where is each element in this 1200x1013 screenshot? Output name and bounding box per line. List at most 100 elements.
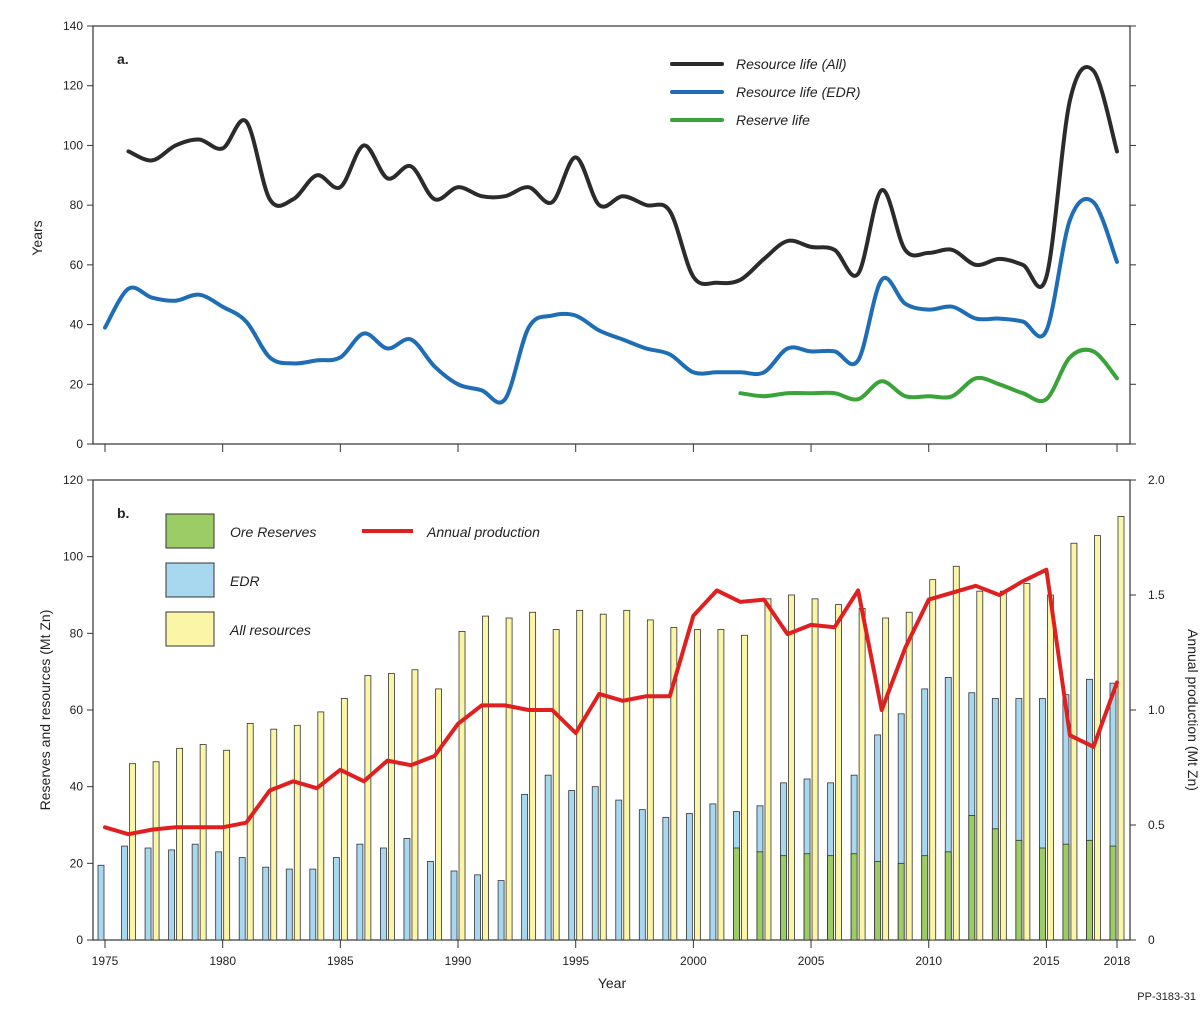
bar-edr <box>144 847 152 941</box>
panel-b-y-axis-label: Reserves and resources (Mt Zn) <box>37 610 53 811</box>
bar-all-resources <box>152 761 160 941</box>
bar-edr <box>685 813 693 941</box>
panel-b-y-tick-label: 100 <box>63 550 83 564</box>
panel-a-y-tick-label: 40 <box>70 318 84 332</box>
series-resource-life-edr <box>103 197 1119 405</box>
bar-all-resources <box>1117 516 1125 941</box>
panel-b-bars <box>97 516 1125 941</box>
bar-all-resources <box>999 590 1007 941</box>
bar-all-resources <box>1070 542 1078 941</box>
legend-swatch-ore-reserves <box>165 513 215 549</box>
bar-all-resources <box>388 673 395 941</box>
panel-a-y-tick-label: 140 <box>63 19 83 33</box>
bar-ore-reserves <box>780 855 787 941</box>
panel-a-legend-label: Reserve life <box>736 112 810 128</box>
bar-all-resources <box>929 579 937 941</box>
legend-swatch-edr <box>165 562 215 598</box>
series-reserve-life <box>738 347 1119 404</box>
bar-all-resources <box>505 617 513 941</box>
bar-edr <box>709 803 717 941</box>
bar-edr <box>403 838 411 941</box>
bar-all-resources <box>599 613 607 941</box>
bar-edr <box>191 843 199 941</box>
bar-all-resources <box>811 598 819 941</box>
bar-edr <box>474 874 481 941</box>
panel-b-legend-label: EDR <box>230 573 260 589</box>
bar-all-resources <box>223 749 231 941</box>
x-tick-label: 2018 <box>1104 954 1131 968</box>
bar-all-resources <box>717 629 725 941</box>
panel-b-label: b. <box>117 505 129 521</box>
bar-all-resources <box>952 565 960 941</box>
x-tick-label: 1975 <box>92 954 119 968</box>
x-axis-label: Year <box>598 975 627 991</box>
bar-all-resources <box>552 629 560 941</box>
bar-edr <box>285 868 293 941</box>
panel-b-legend-label: Ore Reserves <box>230 524 316 540</box>
panel-a-legend: Resource life (All) Resource life (EDR) Re… <box>670 56 860 128</box>
bar-edr <box>662 816 670 941</box>
bar-all-resources <box>835 604 842 941</box>
x-tick-label: 1990 <box>445 954 472 968</box>
panel-a: 0 20 40 60 80 100 120 140 a. Years Resource lif… <box>29 19 1136 452</box>
panel-b-ticks: 0 20 40 60 80 100 120 0 0.5 1.0 1.5 2.0 1975 1980 1985… <box>63 473 1165 968</box>
bar-all-resources <box>317 711 325 941</box>
panel-b-y-tick-label: 20 <box>70 856 84 870</box>
bar-ore-reserves <box>733 847 740 941</box>
bar-all-resources <box>199 744 207 941</box>
bar-edr <box>544 774 552 941</box>
x-tick-label: 1980 <box>209 954 236 968</box>
bar-all-resources <box>482 615 489 941</box>
bar-all-resources <box>435 688 442 941</box>
x-tick-label: 1995 <box>562 954 589 968</box>
bar-ore-reserves <box>968 815 976 941</box>
panel-a-axes-frame <box>92 25 1131 445</box>
x-tick-label: 2010 <box>915 954 942 968</box>
bar-all-resources <box>646 619 654 941</box>
bar-all-resources <box>905 611 913 941</box>
bar-ore-reserves <box>874 861 882 941</box>
bar-ore-reserves <box>827 855 834 941</box>
bar-edr <box>168 849 176 941</box>
bar-edr <box>380 847 387 941</box>
panel-a-legend-label: Resource life (All) <box>736 56 846 72</box>
bar-ore-reserves <box>1015 839 1023 941</box>
bar-all-resources <box>1023 583 1031 941</box>
bar-edr <box>591 786 599 941</box>
series-annual-production <box>103 567 1119 837</box>
bar-edr <box>97 864 105 941</box>
panel-a-y-tick-label: 100 <box>63 138 83 152</box>
bar-ore-reserves <box>944 851 952 941</box>
panel-b-y-tick-label: 40 <box>70 780 84 794</box>
panel-b-y2-tick-label: 1.0 <box>1148 703 1165 717</box>
bar-all-resources <box>741 634 748 941</box>
bar-edr <box>121 845 128 941</box>
panel-b-y-tick-label: 120 <box>63 473 83 487</box>
bar-edr <box>332 857 340 941</box>
bar-edr <box>615 799 623 941</box>
bar-all-resources <box>670 627 678 941</box>
bar-all-resources <box>129 763 136 941</box>
panel-b-production-line <box>103 567 1119 837</box>
panel-b-y2-tick-label: 1.5 <box>1148 588 1165 602</box>
bar-edr <box>309 868 317 941</box>
bar-edr <box>497 880 505 941</box>
panel-a-y-tick-label: 120 <box>63 79 83 93</box>
bar-all-resources <box>693 629 701 941</box>
bar-edr <box>356 843 364 941</box>
bar-ore-reserves <box>897 862 905 941</box>
panel-a-series <box>103 65 1119 405</box>
panel-b: 0 20 40 60 80 100 120 0 0.5 1.0 1.5 2.0 1975 1980 1985… <box>37 473 1200 991</box>
bar-all-resources <box>340 698 348 941</box>
bar-edr <box>568 790 576 941</box>
panel-a-legend-label: Resource life (EDR) <box>736 84 860 100</box>
bar-edr <box>521 793 529 941</box>
bar-all-resources <box>576 609 584 941</box>
panel-b-y2-tick-label: 0 <box>1148 933 1155 947</box>
panel-a-y-tick-label: 80 <box>70 198 84 212</box>
bar-all-resources <box>858 608 866 941</box>
bar-all-resources <box>882 617 890 941</box>
bar-edr <box>638 809 646 941</box>
